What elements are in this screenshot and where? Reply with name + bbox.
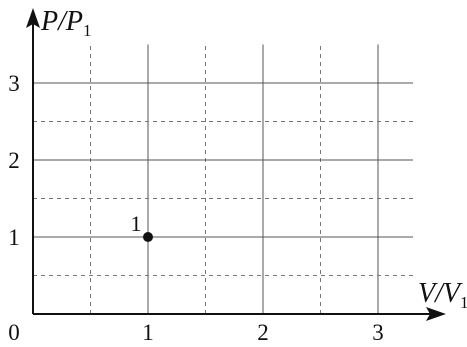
y-axis-arrow xyxy=(26,8,40,28)
y-tick-label: 2 xyxy=(8,148,20,173)
x-axis-label: V/V1 xyxy=(418,278,467,312)
data-point xyxy=(143,232,153,242)
x-tick-label: 1 xyxy=(142,320,154,345)
x-axis-label-main: V/V xyxy=(418,278,463,309)
y-tick-label: 3 xyxy=(8,71,20,96)
tick-labels: 1 2 3 1 2 3 xyxy=(8,71,384,345)
origin-label: 0 xyxy=(8,320,20,345)
data-point-label: 1 xyxy=(131,211,142,236)
grid xyxy=(33,44,413,314)
y-axis-label-main: P/P xyxy=(40,6,83,37)
axes xyxy=(26,8,446,321)
data-points: 1 xyxy=(131,211,153,242)
x-axis-arrow xyxy=(426,307,446,321)
y-axis-label: P/P1 xyxy=(40,6,92,40)
x-tick-label: 3 xyxy=(372,320,384,345)
x-tick-label: 2 xyxy=(257,320,269,345)
y-tick-label: 1 xyxy=(8,225,20,250)
y-axis-label-sub: 1 xyxy=(83,21,92,40)
x-axis-label-sub: 1 xyxy=(460,293,467,312)
